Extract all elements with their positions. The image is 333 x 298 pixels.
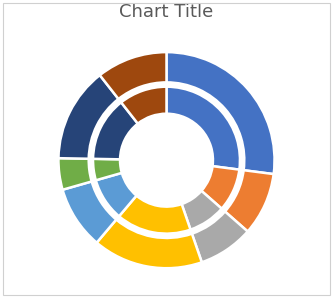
Wedge shape bbox=[121, 87, 166, 124]
Wedge shape bbox=[192, 212, 248, 262]
Wedge shape bbox=[119, 195, 190, 234]
Wedge shape bbox=[201, 166, 239, 209]
Wedge shape bbox=[96, 173, 137, 216]
Wedge shape bbox=[100, 52, 166, 99]
Wedge shape bbox=[166, 52, 274, 174]
Wedge shape bbox=[182, 191, 222, 230]
Wedge shape bbox=[59, 158, 92, 190]
Wedge shape bbox=[93, 103, 138, 159]
Wedge shape bbox=[97, 220, 202, 268]
Wedge shape bbox=[225, 170, 274, 232]
Wedge shape bbox=[59, 75, 119, 159]
Title: Chart Title: Chart Title bbox=[119, 3, 214, 21]
Wedge shape bbox=[166, 87, 240, 170]
Wedge shape bbox=[93, 159, 122, 180]
Wedge shape bbox=[63, 181, 116, 243]
